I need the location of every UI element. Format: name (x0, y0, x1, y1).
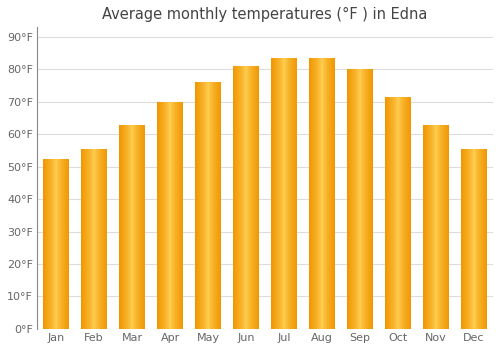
Bar (220, 82, 222, 329)
Bar (385, 97, 386, 329)
Bar (448, 125, 450, 329)
Bar (271, 58, 272, 329)
Bar (372, 69, 374, 329)
Bar (119, 125, 120, 329)
Bar (233, 66, 234, 329)
Bar (334, 58, 336, 329)
Bar (81, 149, 82, 329)
Bar (309, 58, 310, 329)
Bar (423, 125, 424, 329)
Bar (68, 159, 70, 329)
Bar (144, 125, 146, 329)
Bar (258, 66, 260, 329)
Bar (106, 149, 108, 329)
Bar (182, 102, 184, 329)
Bar (195, 82, 196, 329)
Bar (461, 149, 462, 329)
Title: Average monthly temperatures (°F ) in Edna: Average monthly temperatures (°F ) in Ed… (102, 7, 428, 22)
Bar (347, 69, 348, 329)
Bar (157, 102, 158, 329)
Bar (410, 97, 412, 329)
Bar (486, 149, 488, 329)
Bar (43, 159, 44, 329)
Bar (296, 58, 298, 329)
